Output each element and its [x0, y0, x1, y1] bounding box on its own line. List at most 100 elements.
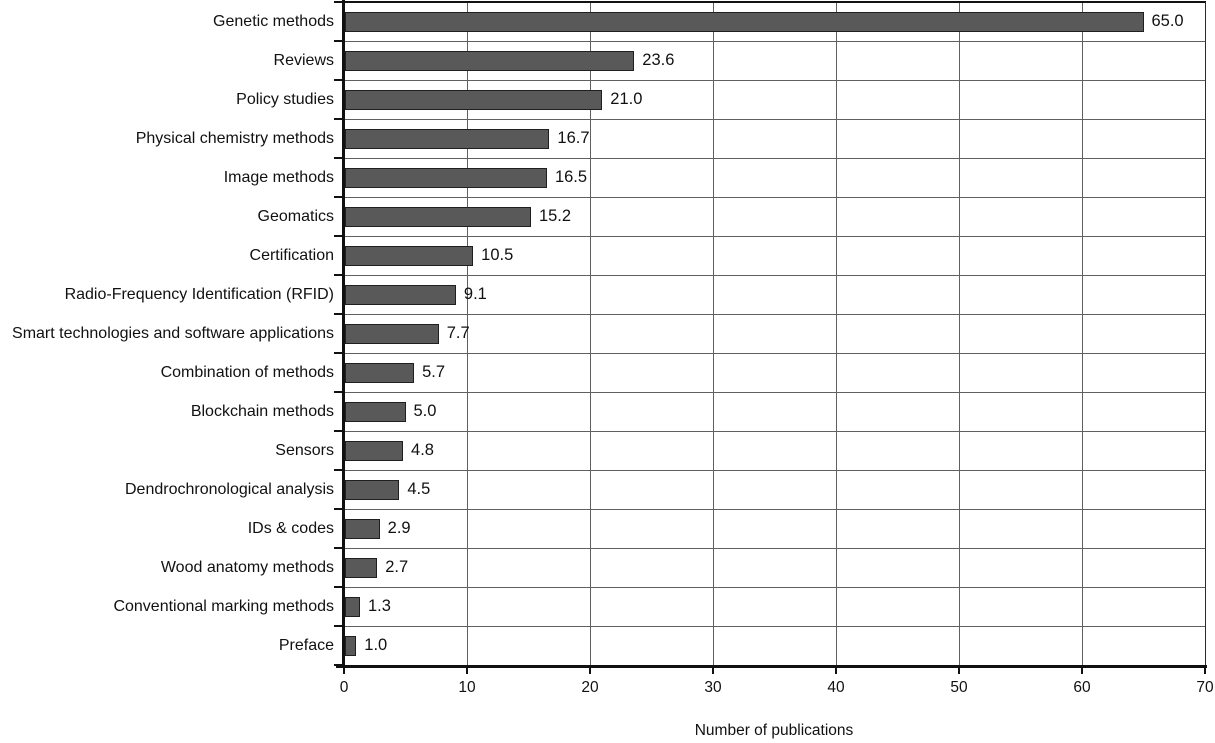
- bar: [345, 323, 439, 344]
- vertical-gridline: [712, 2, 714, 665]
- category-label: Smart technologies and software applicat…: [12, 324, 334, 342]
- bar: [345, 635, 357, 656]
- bar-value-label: 2.9: [387, 519, 411, 537]
- x-axis-tick: [1081, 667, 1083, 674]
- bar: [345, 89, 603, 110]
- category-label: Reviews: [273, 51, 334, 69]
- vertical-gridline: [589, 2, 591, 665]
- category-label: Certification: [249, 246, 334, 264]
- category-boundary-line: [344, 586, 1205, 588]
- bar-value-label: 1.0: [364, 636, 388, 654]
- category-label: Sensors: [275, 441, 334, 459]
- x-axis-tick: [589, 667, 591, 674]
- x-axis-tick-label: 10: [458, 679, 476, 696]
- bar-value-label: 5.7: [422, 363, 446, 381]
- vertical-gridline: [958, 2, 960, 665]
- bar-value-label: 10.5: [481, 246, 514, 264]
- category-boundary-line: [344, 196, 1205, 198]
- y-axis-tick: [334, 352, 344, 354]
- y-axis-tick: [334, 1, 344, 3]
- bar-value-label: 5.0: [413, 402, 437, 420]
- category-boundary-line: [344, 625, 1205, 627]
- x-axis-tick-label: 50: [950, 679, 968, 696]
- x-axis-tick-label: 60: [1073, 679, 1091, 696]
- category-label: Combination of methods: [160, 363, 334, 381]
- y-axis-tick: [334, 313, 344, 315]
- category-label: Radio-Frequency Identification (RFID): [64, 285, 334, 303]
- bar-value-label: 9.1: [463, 285, 487, 303]
- plot-border-top: [344, 1, 1206, 3]
- bar-value-label: 16.7: [557, 129, 590, 147]
- bar: [345, 167, 547, 188]
- x-axis-tick-label: 0: [339, 679, 349, 696]
- y-axis-tick: [334, 118, 344, 120]
- x-axis-line: [336, 665, 1207, 668]
- bar: [345, 479, 400, 500]
- bar-value-label: 65.0: [1151, 12, 1184, 30]
- category-boundary-line: [344, 274, 1205, 276]
- y-axis-tick: [334, 430, 344, 432]
- category-label: Conventional marking methods: [113, 597, 334, 615]
- vertical-gridline: [466, 2, 468, 665]
- vertical-gridline: [1081, 2, 1083, 665]
- category-label: Genetic methods: [213, 12, 334, 30]
- category-boundary-line: [344, 79, 1205, 81]
- category-boundary-line: [344, 40, 1205, 42]
- y-axis-tick: [334, 196, 344, 198]
- category-label: Policy studies: [236, 90, 334, 108]
- y-axis-line: [342, 0, 345, 666]
- category-boundary-line: [344, 391, 1205, 393]
- bar: [345, 128, 550, 149]
- x-axis-tick-label: 40: [827, 679, 845, 696]
- category-boundary-line: [344, 118, 1205, 120]
- y-axis-tick: [334, 274, 344, 276]
- x-axis-tick: [1204, 667, 1206, 674]
- bar: [345, 362, 415, 383]
- bar: [345, 245, 474, 266]
- x-axis-tick: [343, 667, 345, 674]
- bar: [345, 596, 360, 617]
- category-boundary-line: [344, 313, 1205, 315]
- category-label: Wood anatomy methods: [160, 558, 334, 576]
- x-axis-title: Number of publications: [694, 722, 854, 739]
- bar: [345, 50, 635, 71]
- y-axis-tick: [334, 508, 344, 510]
- y-axis-tick: [334, 391, 344, 393]
- y-axis-tick: [334, 40, 344, 42]
- category-label: Blockchain methods: [190, 402, 334, 420]
- bar-value-label: 21.0: [610, 90, 643, 108]
- x-axis-tick: [466, 667, 468, 674]
- bar: [345, 206, 531, 227]
- category-boundary-line: [344, 469, 1205, 471]
- bar-value-label: 4.5: [407, 480, 431, 498]
- bar: [345, 518, 380, 539]
- category-boundary-line: [344, 157, 1205, 159]
- bar: [345, 557, 378, 578]
- x-axis-tick-label: 30: [704, 679, 722, 696]
- bar: [345, 11, 1144, 32]
- category-label: Image methods: [223, 168, 334, 186]
- y-axis-tick: [334, 547, 344, 549]
- x-axis-tick-label: 20: [581, 679, 599, 696]
- vertical-gridline: [835, 2, 837, 665]
- y-axis-tick: [334, 625, 344, 627]
- bar-value-label: 16.5: [554, 168, 588, 186]
- bar-value-label: 15.2: [538, 207, 572, 225]
- category-boundary-line: [344, 508, 1205, 510]
- y-axis-tick: [334, 79, 344, 81]
- x-axis-tick: [958, 667, 960, 674]
- category-label: IDs & codes: [247, 519, 334, 537]
- bar: [345, 284, 456, 305]
- bar: [345, 401, 406, 422]
- x-axis-tick: [712, 667, 714, 674]
- category-boundary-line: [344, 430, 1205, 432]
- x-axis-tick-label: 70: [1196, 679, 1214, 696]
- bar-value-label: 7.7: [446, 324, 470, 342]
- category-boundary-line: [344, 547, 1205, 549]
- x-axis-tick: [835, 667, 837, 674]
- bar-value-label: 1.3: [367, 597, 391, 615]
- y-axis-tick: [334, 235, 344, 237]
- bar-value-label: 23.6: [642, 51, 675, 69]
- y-axis-tick: [334, 157, 344, 159]
